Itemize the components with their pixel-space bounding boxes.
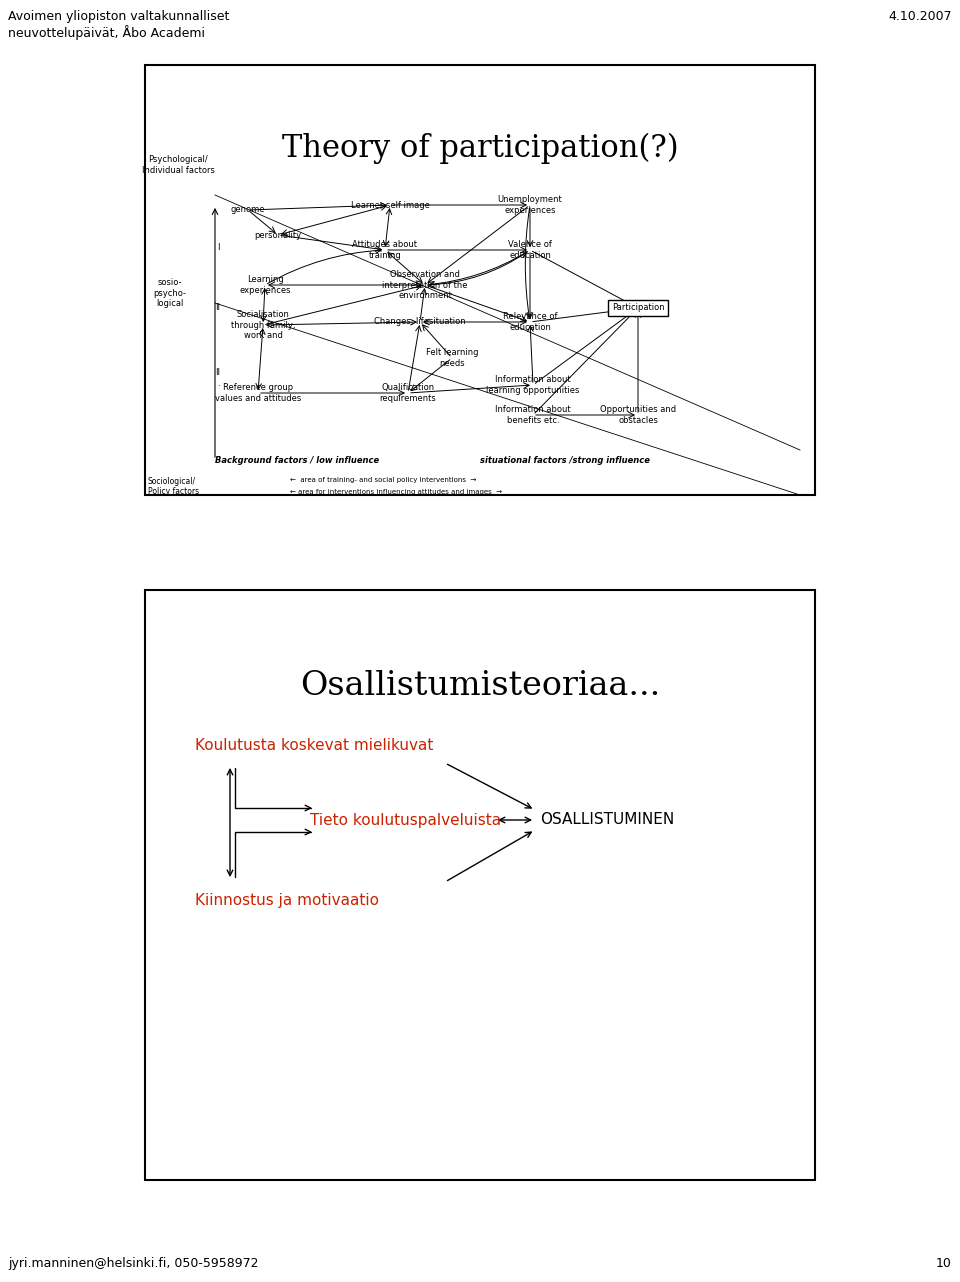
Text: Learner self image: Learner self image: [350, 200, 429, 209]
Text: genome: genome: [230, 205, 265, 214]
Text: Avoimen yliopiston valtakunnalliset
neuvottelupäivät, Åbo Academi: Avoimen yliopiston valtakunnalliset neuv…: [8, 10, 229, 40]
Text: Opportunities and
obstacles: Opportunities and obstacles: [600, 405, 676, 424]
Text: Osallistumisteoriaa...: Osallistumisteoriaa...: [300, 670, 660, 703]
Text: jyri.manninen@helsinki.fi, 050-5958972: jyri.manninen@helsinki.fi, 050-5958972: [8, 1256, 258, 1270]
Text: Qualification
requirements: Qualification requirements: [379, 383, 437, 403]
Text: Attitudes about
training: Attitudes about training: [352, 240, 418, 260]
Text: Learning
experiences: Learning experiences: [239, 276, 291, 295]
Text: Theory of participation(?): Theory of participation(?): [281, 133, 679, 164]
Text: Sociological/
Policy factors: Sociological/ Policy factors: [148, 477, 199, 496]
Text: ← area for interventions influencing attitudes and images  →: ← area for interventions influencing att…: [290, 488, 502, 495]
FancyBboxPatch shape: [145, 65, 815, 495]
Text: Changes, lifesituation: Changes, lifesituation: [374, 318, 466, 327]
Text: Valence of
education: Valence of education: [508, 240, 552, 260]
Text: Observation and
interpretation of the
environment: Observation and interpretation of the en…: [382, 271, 468, 300]
Text: Kiinnostus ja motivaatio: Kiinnostus ja motivaatio: [195, 892, 379, 908]
Text: I: I: [217, 244, 219, 253]
Text: sosio-
psycho-
logical: sosio- psycho- logical: [154, 278, 186, 308]
Text: Information about
benefits etc.: Information about benefits etc.: [495, 405, 571, 424]
Text: situational factors /strong influence: situational factors /strong influence: [480, 456, 650, 465]
Text: Socialisation
through family,
work and: Socialisation through family, work and: [230, 310, 296, 340]
Text: Reference group
values and attitudes: Reference group values and attitudes: [215, 383, 301, 403]
Text: OSALLISTUMINEN: OSALLISTUMINEN: [540, 813, 674, 827]
Text: 4.10.2007: 4.10.2007: [888, 10, 952, 23]
Text: ←  area of training- and social policy interventions  →: ← area of training- and social policy in…: [290, 477, 476, 483]
Text: Psychological/
Individual factors: Psychological/ Individual factors: [141, 155, 214, 174]
Text: Tieto koulutuspalveluista: Tieto koulutuspalveluista: [310, 813, 501, 827]
Text: Relevance of
education: Relevance of education: [503, 313, 557, 332]
Text: Information about
learning opportunities: Information about learning opportunities: [487, 376, 580, 395]
Text: personality: personality: [254, 231, 301, 240]
Text: 10: 10: [936, 1256, 952, 1270]
Text: Participation: Participation: [612, 304, 664, 313]
FancyBboxPatch shape: [145, 590, 815, 1179]
Text: Koulutusta koskevat mielikuvat: Koulutusta koskevat mielikuvat: [195, 737, 433, 753]
Text: II
.: II .: [215, 368, 221, 387]
Text: II: II: [215, 304, 221, 313]
Text: Unemployment
experiences: Unemployment experiences: [497, 195, 563, 214]
Text: Background factors / low influence: Background factors / low influence: [215, 456, 379, 465]
Text: Felt learning
needs: Felt learning needs: [425, 349, 478, 368]
